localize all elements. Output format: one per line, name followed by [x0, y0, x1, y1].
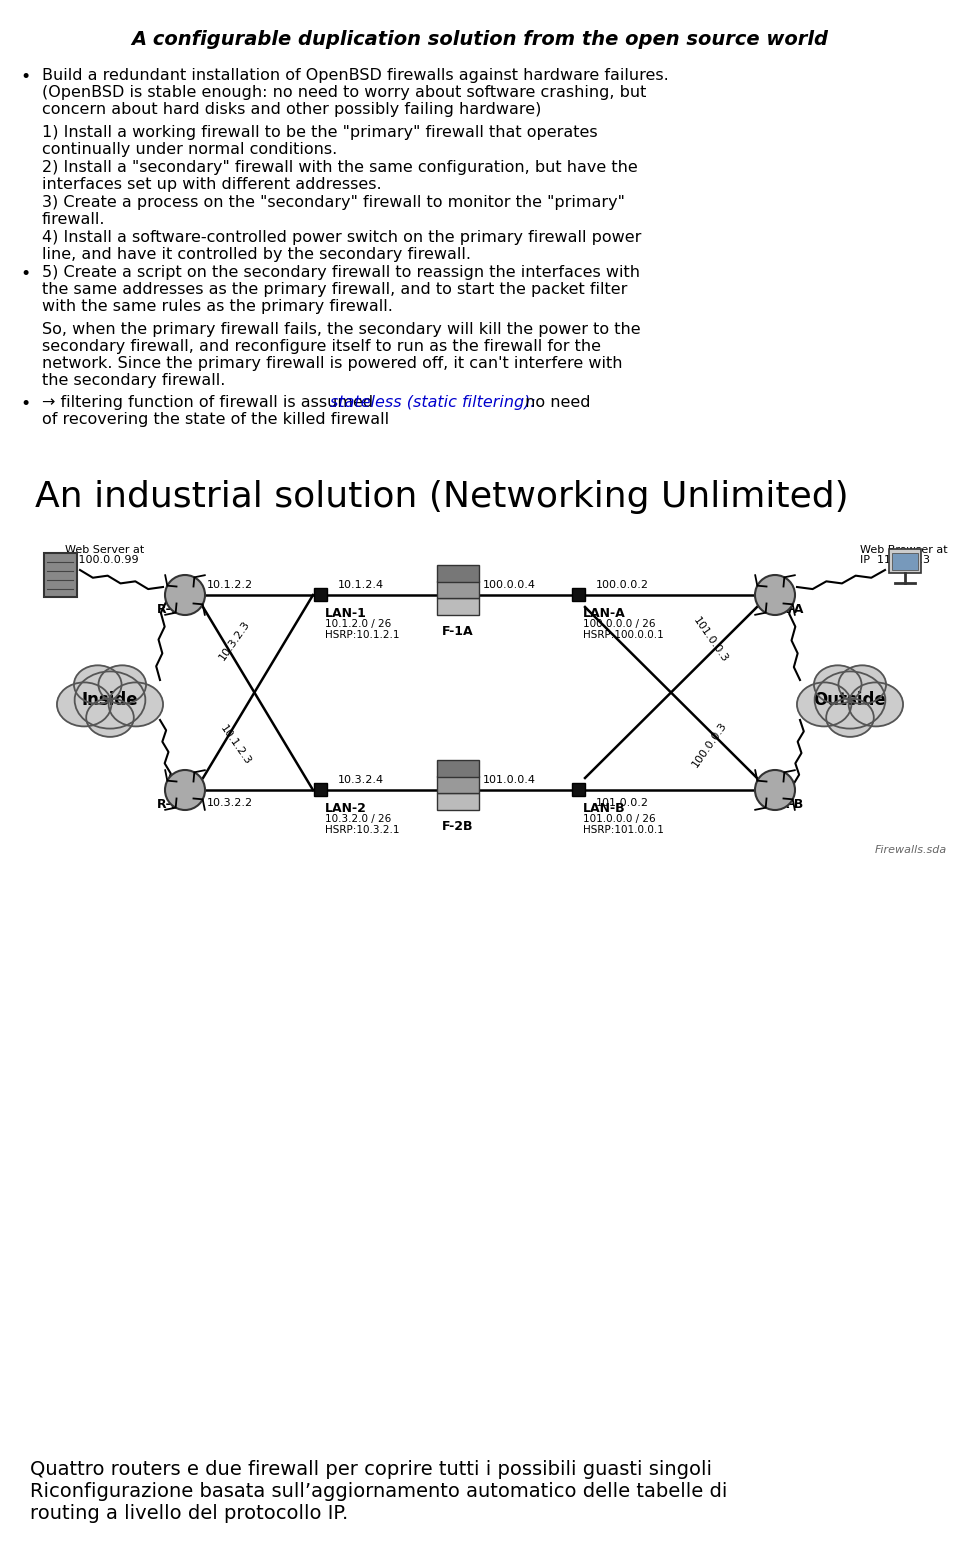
Text: 10.3.2.3: 10.3.2.3	[218, 618, 252, 661]
Text: So, when the primary firewall fails, the secondary will kill the power to the: So, when the primary firewall fails, the…	[42, 321, 640, 337]
FancyBboxPatch shape	[437, 565, 479, 582]
Text: 10.1.2.3: 10.1.2.3	[218, 723, 252, 767]
Circle shape	[165, 574, 205, 615]
Text: R-A: R-A	[780, 604, 804, 616]
Text: 10.1.2.0 / 26: 10.1.2.0 / 26	[325, 619, 392, 629]
Text: LAN-B: LAN-B	[583, 802, 626, 815]
Text: with the same rules as the primary firewall.: with the same rules as the primary firew…	[42, 300, 393, 314]
Text: Build a redundant installation of OpenBSD firewalls against hardware failures.: Build a redundant installation of OpenBS…	[42, 68, 669, 82]
Text: Riconfigurazione basata sull’aggiornamento automatico delle tabelle di: Riconfigurazione basata sull’aggiornamen…	[30, 1482, 728, 1501]
Text: 100.0.0.4: 100.0.0.4	[483, 580, 536, 590]
FancyBboxPatch shape	[572, 784, 585, 796]
Text: secondary firewall, and reconfigure itself to run as the firewall for the: secondary firewall, and reconfigure itse…	[42, 338, 601, 354]
Text: 2) Install a "secondary" firewall with the same configuration, but have the: 2) Install a "secondary" firewall with t…	[42, 160, 637, 175]
Text: 10.3.2.0 / 26: 10.3.2.0 / 26	[325, 813, 392, 824]
Ellipse shape	[797, 683, 852, 726]
FancyBboxPatch shape	[314, 784, 327, 796]
Text: R-2: R-2	[156, 798, 180, 812]
Ellipse shape	[815, 672, 885, 728]
Text: firewall.: firewall.	[42, 213, 106, 227]
Text: 101.0.0.4: 101.0.0.4	[483, 774, 536, 785]
FancyBboxPatch shape	[437, 760, 479, 778]
Text: continually under normal conditions.: continually under normal conditions.	[42, 141, 337, 157]
Text: Firewalls.sda: Firewalls.sda	[875, 844, 948, 855]
FancyBboxPatch shape	[44, 553, 77, 598]
Text: 100.0.0.0 / 26: 100.0.0.0 / 26	[583, 619, 656, 629]
Text: → filtering function of firewall is assumed: → filtering function of firewall is assu…	[42, 396, 378, 410]
Text: interfaces set up with different addresses.: interfaces set up with different address…	[42, 177, 382, 192]
Text: An industrial solution (Networking Unlimited): An industrial solution (Networking Unlim…	[35, 480, 849, 514]
Circle shape	[755, 770, 795, 810]
Text: 101.0.0.3: 101.0.0.3	[691, 616, 730, 664]
Text: •: •	[20, 68, 31, 85]
Text: •: •	[20, 265, 31, 282]
Text: the secondary firewall.: the secondary firewall.	[42, 372, 226, 388]
Text: Web Browser at: Web Browser at	[860, 545, 948, 556]
Ellipse shape	[99, 666, 146, 705]
FancyBboxPatch shape	[892, 553, 918, 570]
Ellipse shape	[838, 666, 886, 705]
Text: line, and have it controlled by the secondary firewall.: line, and have it controlled by the seco…	[42, 247, 471, 262]
FancyBboxPatch shape	[437, 776, 479, 793]
Text: 4) Install a software-controlled power switch on the primary firewall power: 4) Install a software-controlled power s…	[42, 230, 641, 245]
Text: 1) Install a working firewall to be the "primary" firewall that operates: 1) Install a working firewall to be the …	[42, 126, 598, 140]
Text: the same addresses as the primary firewall, and to start the packet filter: the same addresses as the primary firewa…	[42, 282, 628, 296]
Text: A configurable duplication solution from the open source world: A configurable duplication solution from…	[132, 29, 828, 50]
Text: 101.0.0.2: 101.0.0.2	[596, 798, 649, 809]
FancyBboxPatch shape	[437, 598, 479, 615]
Text: 100.0.0.2: 100.0.0.2	[596, 580, 649, 590]
Ellipse shape	[86, 698, 133, 737]
FancyBboxPatch shape	[889, 549, 921, 573]
Text: R-1: R-1	[156, 604, 180, 616]
Text: Web Server at: Web Server at	[65, 545, 144, 556]
Text: LAN-A: LAN-A	[583, 607, 626, 619]
Text: routing a livello del protocollo IP.: routing a livello del protocollo IP.	[30, 1504, 348, 1523]
Text: HSRP:10.1.2.1: HSRP:10.1.2.1	[325, 630, 399, 639]
Text: 3) Create a process on the "secondary" firewall to monitor the "primary": 3) Create a process on the "secondary" f…	[42, 196, 625, 210]
Text: R-B: R-B	[780, 798, 804, 812]
Text: HSRP:101.0.0.1: HSRP:101.0.0.1	[583, 826, 664, 835]
Text: IP 100.0.0.99: IP 100.0.0.99	[65, 556, 138, 565]
Text: 101.0.0.0 / 26: 101.0.0.0 / 26	[583, 813, 656, 824]
Text: HSRP:10.3.2.1: HSRP:10.3.2.1	[325, 826, 399, 835]
Text: (OpenBSD is stable enough: no need to worry about software crashing, but: (OpenBSD is stable enough: no need to wo…	[42, 85, 646, 99]
Ellipse shape	[827, 698, 874, 737]
Text: 10.3.2.4: 10.3.2.4	[338, 774, 384, 785]
FancyBboxPatch shape	[437, 793, 479, 810]
Text: F-2B: F-2B	[443, 819, 473, 833]
Ellipse shape	[57, 683, 111, 726]
Circle shape	[165, 770, 205, 810]
Text: of recovering the state of the killed firewall: of recovering the state of the killed fi…	[42, 411, 389, 427]
Text: no need: no need	[520, 396, 590, 410]
Ellipse shape	[108, 683, 163, 726]
Text: LAN-1: LAN-1	[325, 607, 367, 619]
Text: 10.3.2.2: 10.3.2.2	[207, 798, 253, 809]
Text: stateless (static filtering):: stateless (static filtering):	[330, 396, 536, 410]
Text: 10.1.2.2: 10.1.2.2	[207, 580, 253, 590]
Text: 5) Create a script on the secondary firewall to reassign the interfaces with: 5) Create a script on the secondary fire…	[42, 265, 640, 279]
FancyBboxPatch shape	[314, 588, 327, 601]
Text: Outside: Outside	[814, 691, 886, 709]
Ellipse shape	[75, 672, 145, 728]
Text: F-1A: F-1A	[443, 625, 474, 638]
FancyBboxPatch shape	[437, 580, 479, 598]
Text: HSRP:100.0.0.1: HSRP:100.0.0.1	[583, 630, 663, 639]
Text: network. Since the primary firewall is powered off, it can't interfere with: network. Since the primary firewall is p…	[42, 355, 622, 371]
Text: Inside: Inside	[82, 691, 138, 709]
Ellipse shape	[74, 666, 122, 705]
Text: concern about hard disks and other possibly failing hardware): concern about hard disks and other possi…	[42, 102, 541, 116]
Text: LAN-2: LAN-2	[325, 802, 367, 815]
Text: 100.0.0.3: 100.0.0.3	[691, 720, 730, 770]
Ellipse shape	[814, 666, 861, 705]
Circle shape	[755, 574, 795, 615]
Ellipse shape	[849, 683, 903, 726]
FancyBboxPatch shape	[572, 588, 585, 601]
Text: IP  110.1.2.3: IP 110.1.2.3	[860, 556, 930, 565]
Text: •: •	[20, 396, 31, 413]
Text: 10.1.2.4: 10.1.2.4	[338, 580, 384, 590]
Text: Quattro routers e due firewall per coprire tutti i possibili guasti singoli: Quattro routers e due firewall per copri…	[30, 1460, 712, 1479]
